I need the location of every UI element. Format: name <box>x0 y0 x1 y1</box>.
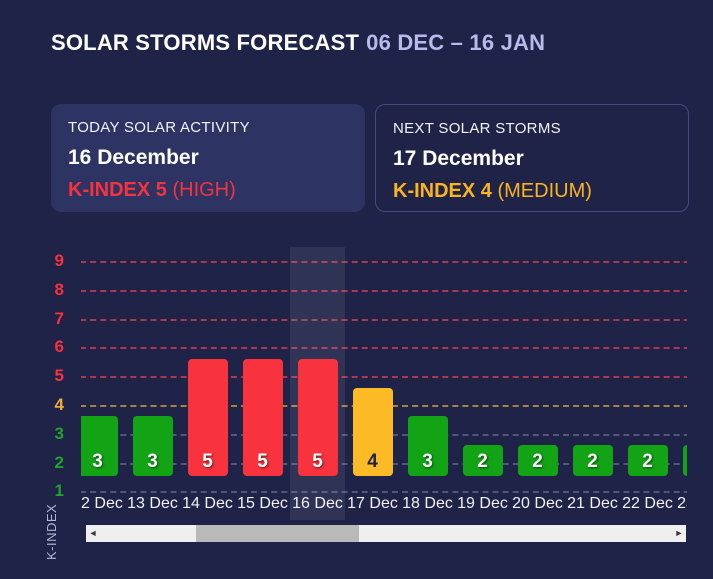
gridline-5 <box>81 376 687 379</box>
y-axis-title: K-INDEX <box>44 503 59 560</box>
bar-value-label: 5 <box>202 450 213 472</box>
bar-value-label: 5 <box>312 450 323 472</box>
today-card-kindex-value: K-INDEX 5 <box>68 179 167 201</box>
bar-value-label: 2 <box>642 450 653 472</box>
bar-15-dec[interactable]: 5 <box>242 358 283 476</box>
chart-plot-content: 3 12 Dec 3 13 Dec 5 14 Dec 5 15 Dec 5 16 Dec 4 17 D… <box>81 247 687 522</box>
bar-value-label: 3 <box>92 450 103 472</box>
x-axis-label-17-dec: 17 Dec <box>347 495 398 512</box>
horizontal-scrollbar[interactable]: ◄ ► <box>86 525 686 542</box>
bar-21-dec[interactable]: 2 <box>572 445 613 476</box>
bar-12-dec[interactable]: 3 <box>81 416 118 476</box>
gridline-6 <box>81 347 687 350</box>
x-axis-label-18-dec: 18 Dec <box>402 495 453 512</box>
bar-value-label: 5 <box>257 450 268 472</box>
y-axis-tick-1: 1 <box>54 481 64 501</box>
page-title-date-range: 06 DEC – 16 JAN <box>366 30 546 55</box>
y-axis-tick-3: 3 <box>54 423 64 443</box>
x-axis-label-20-dec: 20 Dec <box>512 495 563 512</box>
bar-23-dec[interactable]: 2 <box>682 445 688 476</box>
today-card-label: TODAY SOLAR ACTIVITY <box>68 119 250 136</box>
gridline-1 <box>81 491 687 494</box>
bar-13-dec[interactable]: 3 <box>132 416 173 476</box>
y-axis-tick-4: 4 <box>54 395 64 414</box>
today-card-date: 16 December <box>68 146 199 169</box>
bar-value-label: 2 <box>477 450 488 472</box>
x-axis-label-23-dec: 23 Dec <box>677 495 687 512</box>
today-card-kindex-line: K-INDEX 5 (HIGH) <box>68 179 348 202</box>
bar-20-dec[interactable]: 2 <box>517 445 558 476</box>
scroll-left-arrow-icon[interactable]: ◄ <box>88 528 98 538</box>
y-axis-tick-6: 6 <box>54 337 64 357</box>
gridline-7 <box>81 318 687 321</box>
y-axis-tick-2: 2 <box>54 452 64 472</box>
x-axis-label-21-dec: 21 Dec <box>567 495 618 512</box>
y-axis-tick-9: 9 <box>54 251 64 270</box>
bar-value-label: 3 <box>422 450 433 472</box>
x-axis-label-16-dec: 16 Dec <box>292 495 343 512</box>
bar-17-dec[interactable]: 4 <box>352 387 393 476</box>
bar-18-dec[interactable]: 3 <box>407 416 448 476</box>
bar-19-dec[interactable]: 2 <box>462 445 503 476</box>
page-title-text: SOLAR STORMS FORECAST <box>51 30 360 55</box>
page-title: SOLAR STORMS FORECAST 06 DEC – 16 JAN <box>51 30 545 56</box>
x-axis-label-15-dec: 15 Dec <box>237 495 288 512</box>
x-axis-label-19-dec: 19 Dec <box>457 495 508 512</box>
y-axis-tick-5: 5 <box>54 366 64 386</box>
today-solar-activity-card: TODAY SOLAR ACTIVITY 16 December K-INDEX… <box>51 104 365 212</box>
bar-value-label: 4 <box>367 450 378 472</box>
next-solar-storms-card: NEXT SOLAR STORMS 17 December K-INDEX 4 … <box>375 104 689 212</box>
bar-16-dec[interactable]: 5 <box>297 358 338 476</box>
x-axis-label-14-dec: 14 Dec <box>182 495 233 512</box>
next-card-kindex-value: K-INDEX 4 <box>393 180 492 202</box>
y-axis-tick-7: 7 <box>54 308 64 328</box>
next-card-date: 17 December <box>393 147 524 170</box>
bar-value-label: 2 <box>683 451 688 473</box>
next-card-severity: (MEDIUM) <box>497 180 592 202</box>
x-axis-label-13-dec: 13 Dec <box>127 495 178 512</box>
next-card-kindex-line: K-INDEX 4 (MEDIUM) <box>393 180 671 203</box>
gridline-8 <box>81 289 687 292</box>
bar-value-label: 3 <box>147 450 158 472</box>
x-axis-label-22-dec: 22 Dec <box>622 495 673 512</box>
bar-22-dec[interactable]: 2 <box>627 445 668 476</box>
bar-value-label: 2 <box>587 450 598 472</box>
chart-plot-area: 3 12 Dec 3 13 Dec 5 14 Dec 5 15 Dec 5 16 Dec 4 17 D… <box>81 247 687 522</box>
x-axis-label-12-dec: 12 Dec <box>81 495 123 512</box>
today-card-severity: (HIGH) <box>172 179 236 201</box>
bar-14-dec[interactable]: 5 <box>187 358 228 476</box>
y-axis-tick-8: 8 <box>54 279 64 299</box>
scroll-right-arrow-icon[interactable]: ► <box>674 528 684 538</box>
scrollbar-thumb[interactable] <box>195 525 359 542</box>
gridline-9 <box>81 261 687 263</box>
next-card-label: NEXT SOLAR STORMS <box>393 120 561 137</box>
bar-value-label: 2 <box>532 450 543 472</box>
